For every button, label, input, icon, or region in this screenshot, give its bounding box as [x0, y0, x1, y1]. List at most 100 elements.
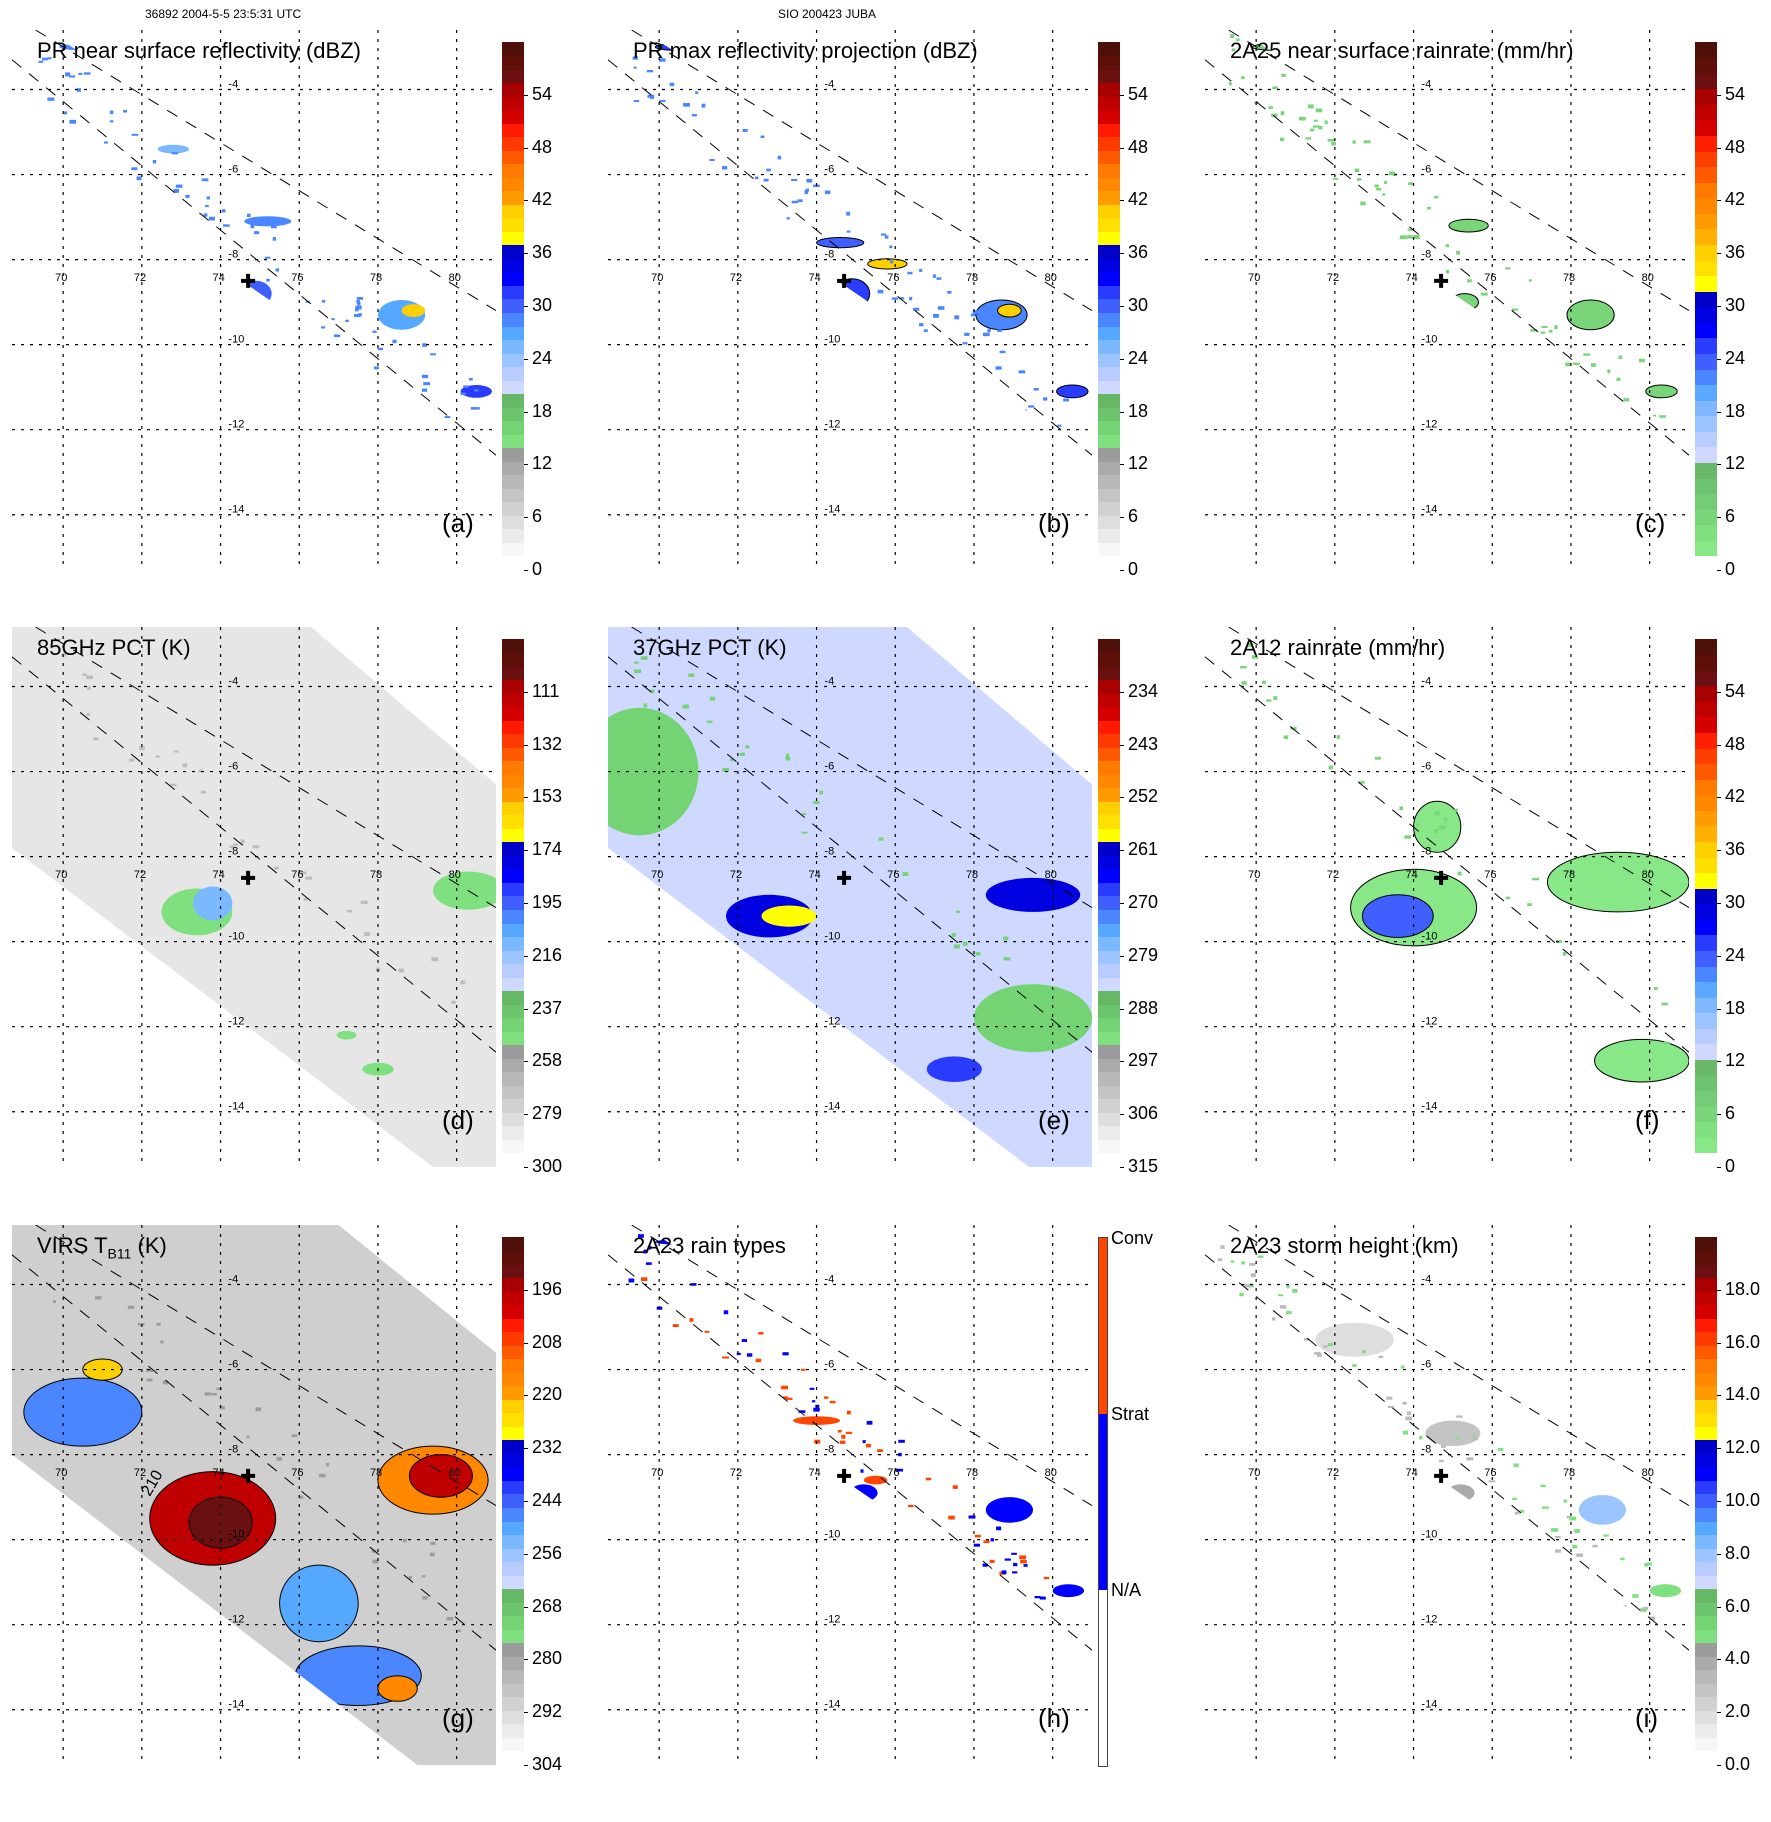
colorbar-segment [1695, 260, 1717, 277]
echo-pixel [221, 209, 226, 213]
colorbar-segment [502, 217, 524, 232]
colorbar-segment [1695, 716, 1717, 733]
echo-pixel [1388, 1405, 1394, 1408]
echo-pixel [683, 103, 690, 107]
colorbar-tick-mark [1717, 850, 1721, 852]
echo-pixel [1572, 1545, 1578, 1549]
echo-pixel [1569, 1516, 1577, 1521]
echo-pixel [1273, 696, 1278, 701]
echo-pixel [139, 746, 145, 751]
colorbar-tick-mark [524, 1167, 528, 1168]
colorbar-tick-label: 12 [1128, 453, 1149, 474]
colorbar-segment [502, 1372, 524, 1387]
echo-pixel [1217, 30, 1224, 33]
colorbar-segment [1098, 693, 1120, 708]
echo-pixel [1352, 1364, 1357, 1367]
colorbar-tick-mark [524, 1712, 528, 1714]
lon-tick-label: 78 [1563, 272, 1575, 284]
echo-pixel [210, 1392, 217, 1396]
colorbar-segment [502, 1004, 524, 1019]
pr-swath-edge [1228, 1225, 1689, 1507]
colorbar-segment [502, 1237, 524, 1252]
colorbar-tick-label: 306 [1128, 1103, 1159, 1124]
echo-pixel [356, 297, 364, 300]
lat-tick-label: -6 [228, 164, 238, 176]
lon-tick-label: 70 [651, 869, 663, 881]
echo-feature [1578, 1495, 1626, 1525]
colorbar-segment [502, 434, 524, 449]
echo-pixel [889, 245, 893, 249]
colorbar-tick-label: 42 [1128, 189, 1149, 210]
echo-pixel [1268, 106, 1273, 109]
colorbar-segment [1695, 1412, 1717, 1427]
echo-pixel [989, 1559, 995, 1563]
echo-pixel [1030, 415, 1036, 420]
echo-pixel [1640, 1608, 1647, 1612]
echo-pixel [321, 326, 326, 329]
echo-pixel [919, 268, 923, 272]
echo-pixel [741, 1339, 748, 1342]
echo-pixel [1402, 1430, 1408, 1435]
echo-pixel [1236, 38, 1240, 41]
echo-pixel [41, 57, 49, 61]
echo-pixel [421, 374, 429, 379]
echo-feature [1645, 384, 1678, 399]
echo-feature [850, 1484, 878, 1502]
colorbar-tick-label: 4.0 [1725, 1648, 1751, 1669]
lat-tick-label: -4 [824, 79, 834, 91]
echo-pixel [860, 1469, 864, 1473]
colorbar-segment [502, 990, 524, 1005]
colorbar-segment [502, 896, 524, 911]
echo-pixel [1324, 120, 1328, 125]
colorbar-segment [502, 231, 524, 246]
echo-pixel [63, 111, 68, 115]
colorbar-tick-label: 0 [1725, 1156, 1736, 1176]
echo-pixel [747, 1353, 753, 1357]
echo-pixel [669, 82, 675, 87]
echo-pixel [990, 1538, 994, 1542]
echo-pixel [1034, 1596, 1041, 1599]
echo-pixel [962, 342, 968, 345]
echo-pixel [1497, 1447, 1504, 1451]
echo-pixel [1299, 116, 1306, 121]
echo-pixel [358, 313, 362, 317]
colorbar-segment [1098, 882, 1120, 897]
echo-pixel [896, 1468, 904, 1472]
colorbar-tick-label: 42 [1725, 786, 1746, 807]
echo-pixel [1270, 113, 1278, 117]
colorbar: 315 306 297 288 279 270 261 252 243 234 [1098, 639, 1158, 1176]
echo-pixel [372, 330, 377, 333]
colorbar-tick-mark [524, 517, 528, 519]
colorbar-tick-label: 36 [1725, 839, 1746, 860]
echo-pixel [1439, 825, 1446, 830]
echo-pixel [201, 178, 209, 182]
colorbar-tick-mark [524, 1501, 528, 1502]
panel-label: (e) [1038, 1105, 1070, 1135]
colorbar-segment [502, 1696, 524, 1711]
echo-pixel [1239, 1292, 1244, 1297]
colorbar-tick-label: 14.0 [1725, 1384, 1761, 1405]
lon-tick-label: 74 [213, 869, 225, 881]
echo-pixel [146, 1368, 154, 1372]
echo-pixel [240, 839, 245, 844]
colorbar-segment [1695, 1372, 1717, 1387]
colorbar-tick-mark [1717, 1008, 1721, 1010]
colorbar-segment [1695, 462, 1717, 479]
echo-pixel [1039, 1596, 1046, 1600]
echo-pixel [1620, 1557, 1625, 1561]
colorbar-segment [502, 1058, 524, 1073]
colorbar-segment [502, 285, 524, 300]
echo-pixel [198, 769, 203, 773]
colorbar-segment [1695, 1291, 1717, 1306]
panel-label: (i) [1635, 1703, 1659, 1733]
lat-tick-label: -14 [228, 1101, 244, 1113]
echo-pixel [1532, 877, 1539, 881]
colorbar-segment [1098, 285, 1120, 300]
lon-tick-label: 74 [1406, 272, 1418, 284]
colorbar-segment [1695, 888, 1717, 905]
colorbar-segment [1695, 446, 1717, 464]
colorbar-segment [1098, 380, 1120, 395]
colorbar-segment [1098, 1098, 1120, 1113]
echo-pixel [1576, 1553, 1584, 1557]
colorbar-category-label: Strat [1111, 1404, 1150, 1424]
